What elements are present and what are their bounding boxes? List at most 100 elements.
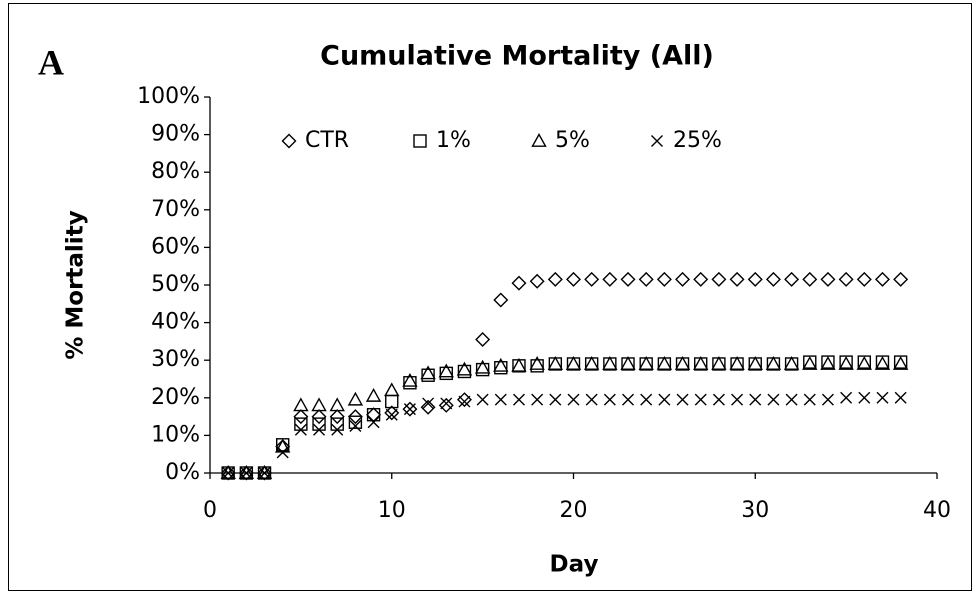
- marker-triangle: [531, 133, 547, 147]
- marker-triangle: [638, 356, 654, 370]
- marker-triangle: [238, 465, 255, 479]
- marker-x: [767, 393, 780, 406]
- marker-triangle: [511, 357, 527, 372]
- marker-x: [349, 420, 362, 432]
- marker-x: [440, 397, 453, 410]
- chart-border: [8, 3, 972, 591]
- marker-x: [567, 393, 580, 406]
- legend-label: 5%: [555, 128, 590, 153]
- marker-x: [785, 393, 798, 406]
- marker-triangle: [747, 356, 763, 370]
- y-tick-label: 40%: [151, 310, 200, 335]
- marker-square: [366, 408, 381, 422]
- marker-triangle: [547, 356, 564, 370]
- marker-square: [475, 362, 490, 377]
- marker-triangle: [474, 359, 491, 374]
- marker-square: [530, 359, 544, 373]
- x-tick-label: 30: [741, 498, 769, 523]
- marker-diamond: [874, 271, 890, 287]
- marker-square: [421, 368, 435, 382]
- marker-diamond: [711, 271, 727, 287]
- marker-triangle: [311, 397, 327, 412]
- marker-diamond: [893, 271, 909, 287]
- marker-diamond: [547, 271, 563, 287]
- marker-x: [840, 391, 853, 404]
- marker-diamond: [493, 292, 509, 308]
- marker-triangle: [874, 356, 891, 370]
- marker-diamond: [729, 271, 745, 287]
- marker-x: [258, 467, 271, 479]
- legend-label: 25%: [673, 128, 722, 153]
- y-tick-label: 60%: [151, 234, 200, 259]
- marker-x: [585, 393, 598, 406]
- marker-x: [731, 393, 744, 406]
- marker-diamond: [820, 271, 836, 287]
- marker-diamond: [420, 399, 436, 415]
- marker-x: [385, 408, 398, 421]
- marker-diamond: [438, 397, 454, 413]
- marker-x: [712, 393, 725, 406]
- marker-diamond: [281, 133, 297, 149]
- marker-x: [240, 467, 253, 479]
- x-tick-label: 10: [378, 498, 406, 523]
- marker-x: [876, 391, 889, 404]
- marker-diamond: [838, 271, 854, 287]
- marker-diamond: [311, 409, 327, 425]
- y-axis-label: % Mortality: [63, 210, 89, 359]
- y-tick-label: 90%: [151, 122, 200, 147]
- marker-x: [494, 393, 507, 406]
- marker-triangle: [438, 363, 454, 378]
- marker-triangle: [420, 365, 436, 380]
- marker-x: [676, 393, 689, 406]
- x-tick-label: 20: [560, 498, 588, 523]
- marker-triangle: [892, 356, 909, 370]
- marker-diamond: [529, 273, 545, 289]
- marker-square: [403, 376, 417, 390]
- marker-triangle: [693, 356, 709, 370]
- marker-triangle: [329, 397, 345, 412]
- marker-diamond: [675, 271, 691, 287]
- marker-x: [476, 393, 489, 406]
- marker-diamond: [638, 271, 654, 287]
- marker-x: [222, 467, 235, 479]
- y-tick-label: 20%: [151, 385, 200, 410]
- marker-x: [858, 391, 871, 404]
- marker-x: [651, 135, 663, 147]
- marker-x: [331, 423, 344, 436]
- y-tick-label: 10%: [151, 422, 200, 447]
- marker-diamond: [765, 271, 781, 287]
- y-tick-label: 50%: [151, 272, 200, 297]
- marker-x: [803, 393, 816, 406]
- marker-x: [640, 393, 653, 406]
- marker-triangle: [656, 356, 673, 370]
- marker-x: [894, 391, 907, 404]
- marker-triangle: [256, 465, 273, 479]
- y-tick-label: 80%: [151, 159, 200, 184]
- marker-diamond: [566, 271, 581, 287]
- marker-diamond: [802, 271, 818, 287]
- marker-square: [494, 361, 508, 375]
- marker-diamond: [329, 409, 345, 425]
- marker-diamond: [584, 271, 600, 287]
- marker-triangle: [838, 356, 854, 370]
- marker-triangle: [783, 356, 800, 370]
- marker-triangle: [384, 382, 400, 397]
- marker-diamond: [602, 271, 618, 287]
- marker-diamond: [293, 409, 309, 425]
- marker-triangle: [456, 361, 473, 376]
- marker-x: [422, 397, 435, 410]
- marker-x: [276, 446, 289, 459]
- marker-square: [348, 415, 363, 429]
- marker-x: [512, 393, 525, 406]
- x-tick-label: 40: [923, 498, 951, 523]
- y-tick-label: 0%: [165, 460, 200, 485]
- marker-triangle: [347, 391, 364, 406]
- marker-square: [413, 134, 427, 148]
- marker-triangle: [583, 356, 600, 370]
- marker-triangle: [602, 356, 618, 370]
- marker-diamond: [511, 275, 527, 291]
- y-tick-label: 100%: [137, 84, 200, 109]
- marker-x: [622, 393, 635, 406]
- marker-x: [694, 393, 707, 406]
